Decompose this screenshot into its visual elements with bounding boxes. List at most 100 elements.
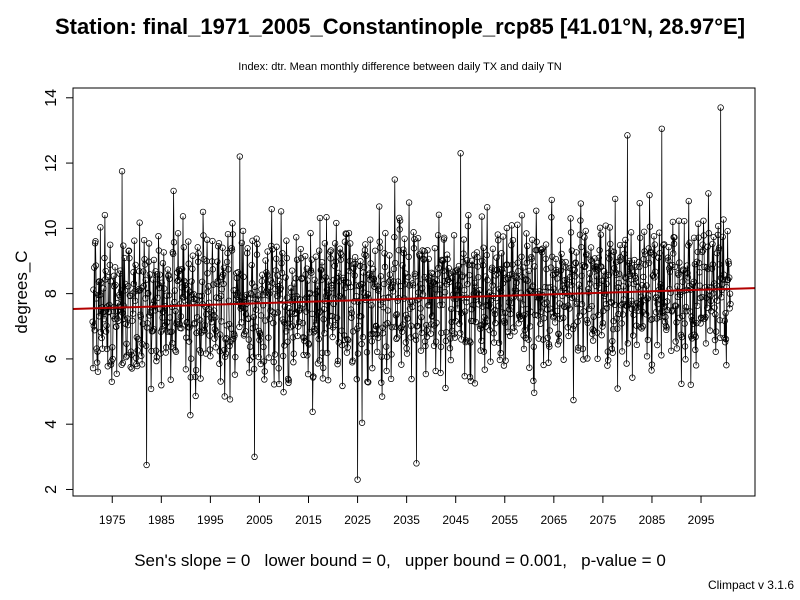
- data-point: [310, 373, 317, 380]
- data-point: [641, 228, 648, 235]
- data-point: [555, 337, 563, 345]
- data-point: [170, 239, 178, 246]
- data-point: [114, 299, 121, 307]
- data-point: [146, 271, 154, 278]
- data-point: [457, 150, 464, 157]
- data-point: [169, 250, 177, 258]
- data-point: [212, 344, 219, 351]
- data-point: [234, 290, 241, 297]
- y-tick-label: 12: [43, 154, 60, 172]
- data-point: [219, 244, 226, 251]
- data-point: [235, 269, 242, 276]
- data-point: [681, 343, 689, 350]
- data-point: [581, 234, 588, 241]
- data-point: [426, 282, 434, 289]
- data-point: [442, 384, 449, 392]
- data-point: [193, 296, 201, 303]
- y-tick-label: 6: [43, 354, 60, 363]
- data-point: [632, 278, 640, 285]
- data-point: [556, 315, 564, 322]
- data-point: [345, 279, 352, 287]
- data-point: [703, 294, 710, 302]
- data-point: [585, 285, 592, 293]
- data-point: [467, 339, 474, 346]
- data-point: [471, 279, 478, 287]
- data-point: [348, 314, 355, 321]
- data-point: [510, 324, 517, 331]
- data-point: [457, 329, 464, 337]
- data-point: [337, 256, 344, 263]
- data-point: [463, 299, 470, 306]
- data-point: [507, 299, 515, 307]
- data-point: [119, 359, 127, 367]
- data-point: [511, 328, 518, 335]
- data-point: [161, 285, 168, 292]
- data-point: [284, 375, 292, 383]
- data-point: [464, 222, 472, 230]
- data-point: [123, 352, 131, 359]
- data-point: [223, 258, 231, 266]
- data-point: [441, 289, 449, 296]
- data-point: [136, 267, 143, 275]
- data-point: [150, 256, 158, 264]
- data-point: [295, 323, 302, 330]
- data-point: [617, 256, 625, 263]
- data-point: [228, 247, 236, 254]
- data-point: [356, 262, 364, 270]
- data-point: [269, 309, 277, 316]
- data-point: [277, 208, 285, 215]
- data-point: [94, 368, 102, 375]
- data-point: [634, 284, 642, 291]
- data-point: [618, 320, 625, 327]
- data-point: [290, 350, 297, 357]
- data-point: [465, 212, 472, 219]
- data-point: [643, 353, 651, 360]
- data-point: [557, 237, 564, 244]
- data-point: [302, 308, 310, 315]
- data-point: [630, 311, 637, 319]
- y-tick-label: 14: [43, 89, 60, 107]
- data-point: [422, 342, 429, 350]
- data-point: [484, 276, 491, 284]
- data-point: [566, 305, 573, 312]
- data-point: [706, 327, 714, 334]
- data-point: [355, 298, 362, 305]
- data-point: [429, 270, 436, 277]
- data-point: [145, 240, 153, 247]
- data-point: [639, 323, 647, 330]
- data-point: [317, 308, 324, 315]
- data-point: [150, 326, 157, 333]
- data-point: [309, 408, 316, 416]
- data-point: [560, 303, 568, 310]
- data-point: [562, 264, 570, 271]
- data-point: [231, 371, 239, 378]
- data-point: [719, 276, 727, 283]
- data-point: [374, 334, 382, 342]
- data-point: [314, 360, 322, 367]
- data-point: [270, 319, 277, 327]
- data-point: [310, 329, 318, 336]
- data-point: [285, 377, 293, 384]
- data-point: [174, 277, 181, 285]
- data-point: [690, 320, 697, 327]
- data-point: [483, 251, 490, 259]
- data-point: [143, 461, 150, 469]
- data-point: [531, 389, 538, 396]
- data-point: [390, 278, 397, 285]
- data-point: [656, 249, 663, 257]
- data-point: [405, 199, 413, 206]
- data-point: [624, 132, 631, 139]
- data-point: [542, 241, 550, 248]
- data-point: [326, 312, 333, 319]
- data-point: [363, 349, 371, 356]
- data-point: [663, 326, 670, 334]
- data-point: [280, 388, 287, 396]
- data-point: [461, 308, 469, 315]
- data-point: [681, 217, 688, 225]
- data-point: [618, 348, 626, 355]
- data-point: [436, 281, 444, 289]
- data-point: [92, 262, 100, 269]
- data-point: [701, 263, 708, 271]
- data-point: [426, 301, 433, 309]
- data-point: [715, 222, 722, 230]
